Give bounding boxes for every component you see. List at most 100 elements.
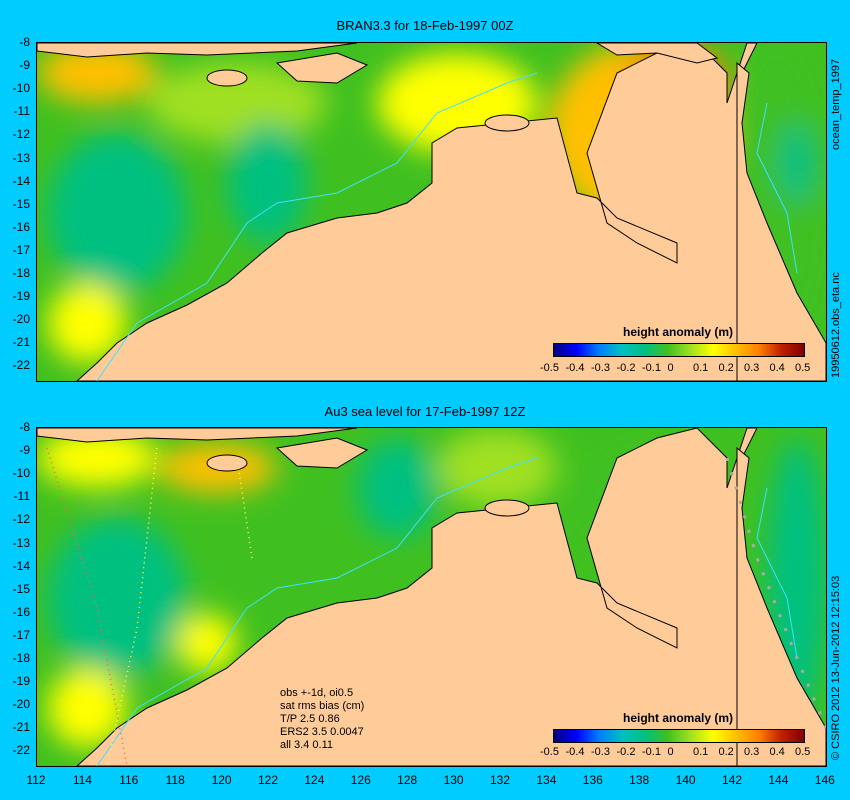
lat-tick-label: -15 xyxy=(12,581,30,596)
colorbar-tick-label: 0.3 xyxy=(744,746,760,758)
lon-tick-label: 126 xyxy=(350,773,371,787)
land-timor xyxy=(275,437,369,469)
lon-tick-label: 112 xyxy=(26,773,46,787)
bottom-side-label: © CSIRO 2012 13-Jun-2012 12:15:03 xyxy=(830,575,842,760)
land-sumba xyxy=(206,454,248,472)
lon-tick-label: 144 xyxy=(768,773,789,787)
colorbar-tick-label: 0.5 xyxy=(795,746,811,758)
colorbar-top xyxy=(553,343,805,357)
colorbar-tick-label: 0.2 xyxy=(718,362,734,374)
lat-tick-label: -11 xyxy=(13,489,30,504)
colorbar-tick-label: -0.5 xyxy=(540,362,559,374)
shelf-contour-east xyxy=(756,487,798,659)
lon-tick-label: 120 xyxy=(211,773,232,787)
land-cape-york xyxy=(736,61,826,381)
bottom-panel-title: Au3 sea level for 17-Feb-1997 12Z xyxy=(324,404,526,419)
lon-tick-label: 132 xyxy=(489,773,511,787)
stats-line: all 3.4 0.11 xyxy=(280,739,334,751)
colorbar-tick-label: 0.3 xyxy=(744,362,760,374)
legend-title-bottom: height anomaly (m) xyxy=(622,711,733,725)
lat-tick-label: -19 xyxy=(12,674,30,689)
land-timor xyxy=(275,52,369,84)
lat-tick-label: -17 xyxy=(12,242,30,257)
lon-tick-label: 142 xyxy=(721,773,743,787)
lon-tick-label: 128 xyxy=(397,773,418,787)
stats-line: obs +-1d, oi0.5 xyxy=(280,687,354,699)
lat-tick-label: -20 xyxy=(12,697,30,712)
top-map-panel xyxy=(36,42,827,382)
top-side-label: 19950612.obs_eta.nc xyxy=(830,272,842,378)
lon-tick-label: 130 xyxy=(443,773,464,787)
colorbar-tick-label: -0.2 xyxy=(616,362,636,374)
lat-tick-label: -10 xyxy=(12,81,30,96)
land-melville-island xyxy=(484,499,530,517)
lon-tick-label: 118 xyxy=(165,773,185,787)
lon-tick-label: 138 xyxy=(629,773,650,787)
stats-line: T/P 2.5 0.86 xyxy=(280,713,340,725)
lat-tick-label: -19 xyxy=(12,289,30,304)
shelf-contour xyxy=(96,457,538,766)
colorbar-tick-label: -0.2 xyxy=(616,746,636,758)
satellite-track xyxy=(106,447,158,766)
colorbar-tick-label: 0.4 xyxy=(769,746,785,758)
lat-tick-label: -22 xyxy=(12,358,30,373)
colorbar-bottom xyxy=(553,729,805,743)
lat-tick-label: -14 xyxy=(12,558,30,573)
land-melville-island xyxy=(484,114,530,132)
land-new-guinea xyxy=(596,43,719,64)
lon-tick-label: 122 xyxy=(257,773,279,787)
satellite-track xyxy=(46,447,128,766)
lon-tick-label: 146 xyxy=(814,773,835,787)
lat-tick-label: -14 xyxy=(12,173,30,188)
colorbar-tick-label: 0 xyxy=(667,362,674,374)
colorbar-tick-label: -0.1 xyxy=(642,362,661,374)
lat-tick-label: -18 xyxy=(12,651,30,665)
lon-tick-label: 134 xyxy=(536,773,557,787)
lat-tick-label: -8 xyxy=(19,420,30,434)
colorbar-tick-label: 0.1 xyxy=(693,362,709,374)
lat-tick-label: -9 xyxy=(19,58,30,73)
land-cape-york xyxy=(736,446,826,766)
land-islands-north xyxy=(37,428,358,443)
lon-tick-label: 116 xyxy=(119,773,139,787)
lat-tick-label: -8 xyxy=(19,35,30,49)
lat-tick-label: -10 xyxy=(12,466,30,481)
lat-tick-label: -12 xyxy=(12,512,30,527)
bottom-map-svg xyxy=(37,428,826,766)
lon-tick-label: 124 xyxy=(304,773,325,787)
shelf-contour-east xyxy=(756,102,798,274)
lat-tick-label: -18 xyxy=(12,266,30,280)
lat-tick-label: -9 xyxy=(19,443,30,458)
colorbar-tick-label: 0.4 xyxy=(769,362,785,374)
lat-tick-label: -15 xyxy=(12,196,30,211)
lat-tick-label: -16 xyxy=(12,219,30,234)
lat-tick-label: -22 xyxy=(12,743,30,758)
shelf-contour xyxy=(96,72,538,381)
stats-line: ERS2 3.5 0.0047 xyxy=(280,726,364,738)
land-sumba xyxy=(206,69,248,87)
lon-tick-label: 114 xyxy=(72,773,92,787)
lat-tick-label: -21 xyxy=(12,335,30,350)
lon-tick-label: 140 xyxy=(675,773,696,787)
lat-tick-label: -11 xyxy=(13,104,30,119)
lat-tick-label: -17 xyxy=(12,627,30,642)
lat-tick-label: -21 xyxy=(12,720,30,735)
legend-title-top: height anomaly (m) xyxy=(622,325,733,339)
top-side-label-2: ocean_temp_1997 xyxy=(830,58,842,150)
colorbar-tick-label: -0.3 xyxy=(591,362,610,374)
lon-tick-label: 136 xyxy=(582,773,603,787)
lat-tick-label: -13 xyxy=(12,150,30,165)
top-map-svg xyxy=(37,43,826,381)
colorbar-tick-label: -0.5 xyxy=(540,746,559,758)
top-panel-title: BRAN3.3 for 18-Feb-1997 00Z xyxy=(336,18,514,33)
lat-tick-label: -13 xyxy=(12,535,30,550)
colorbar-tick-label: 0.1 xyxy=(693,746,709,758)
lat-tick-label: -20 xyxy=(12,312,30,327)
stats-line: sat rms bias (cm) xyxy=(280,700,365,712)
colorbar-tick-label: -0.4 xyxy=(565,362,585,374)
colorbar-tick-label: 0.2 xyxy=(718,746,734,758)
lat-tick-label: -12 xyxy=(12,127,30,142)
colorbar-tick-label: -0.3 xyxy=(591,746,610,758)
bottom-map-panel xyxy=(36,427,827,767)
colorbar-tick-label: -0.1 xyxy=(642,746,661,758)
